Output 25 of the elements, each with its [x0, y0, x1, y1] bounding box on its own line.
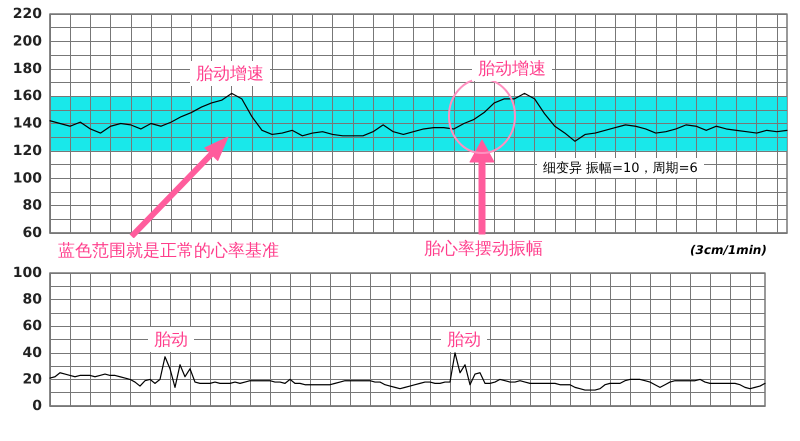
line-series [49, 352, 766, 391]
annotation: 胎动增速 [472, 56, 552, 81]
y-tick-label: 100 [12, 265, 42, 281]
y-tick-label: 60 [22, 225, 42, 241]
y-tick-label: 80 [22, 198, 42, 214]
y-tick-label: 140 [12, 116, 42, 132]
y-tick-label: 0 [32, 398, 42, 414]
annotation: 胎动 [148, 327, 194, 352]
annotation: 细变异 振幅=10，周期=6 [537, 158, 704, 178]
y-tick-label: 160 [12, 88, 42, 104]
y-tick-label: 80 [22, 292, 42, 308]
text: 蓝色范围就是正常的心率基准 [52, 238, 285, 263]
line-series [49, 92, 788, 142]
y-tick-label: 220 [12, 6, 42, 22]
y-tick-label: 100 [12, 170, 42, 186]
annotation: 胎动增速 [190, 61, 270, 86]
y-tick-label: 60 [22, 318, 42, 334]
annotation: 胎动 [441, 327, 487, 352]
text: (3cm/1min) [690, 243, 767, 257]
text: 胎心率摆动振幅 [418, 236, 549, 261]
y-tick-label: 200 [12, 33, 42, 50]
y-tick-label: 180 [12, 60, 42, 77]
y-tick-label: 40 [22, 344, 42, 361]
y-tick-label: 20 [22, 371, 42, 388]
y-tick-label: 120 [12, 142, 42, 159]
